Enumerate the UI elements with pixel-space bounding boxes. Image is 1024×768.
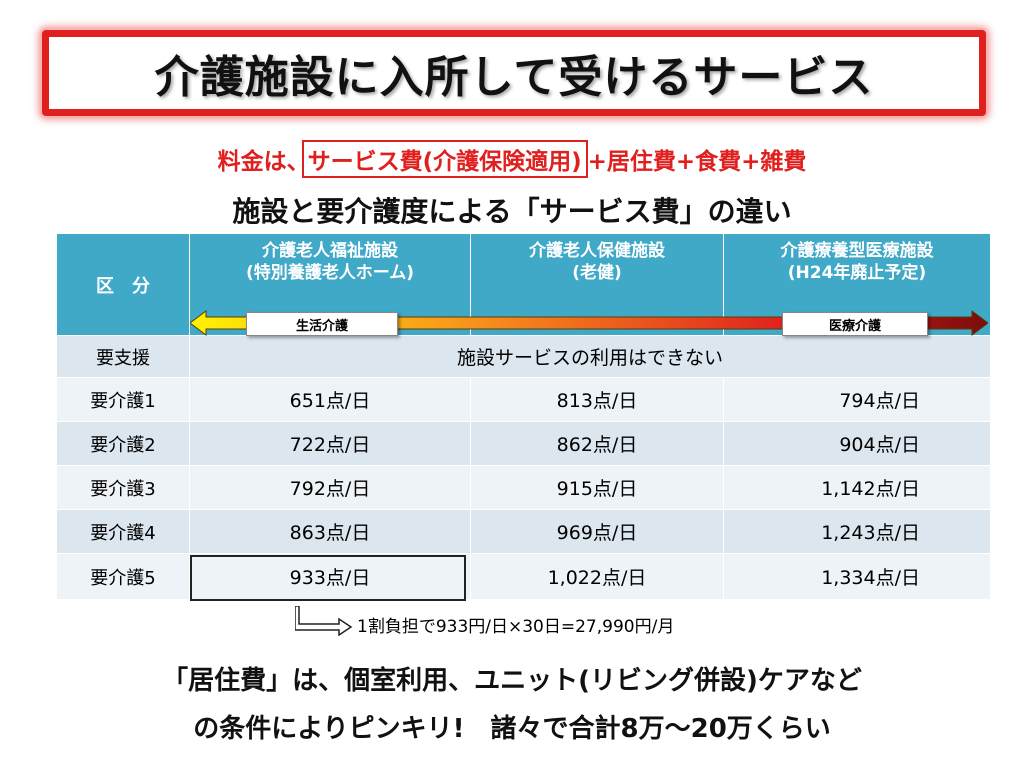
value-cell: 863点/日 [189, 509, 471, 554]
table-row: 要介護4 863点/日 969点/日 1,243点/日 [56, 509, 991, 554]
value-cell: 862点/日 [470, 421, 724, 466]
row-label: 要介護2 [56, 421, 190, 466]
fee-line: 料金は、サービス費(介護保険適用) +居住費+食費+雑費 [0, 140, 1024, 178]
value-cell: 1,334点/日 [723, 553, 991, 600]
row-label: 要介護5 [56, 553, 190, 600]
column-header-line2: (H24年廃止予定) [787, 263, 927, 283]
table-subtitle: 施設と要介護度による「サービス費」の違い [232, 195, 792, 228]
medical-care-label: 医療介護 [782, 312, 928, 336]
value-cell: 1,243点/日 [723, 509, 991, 554]
corner-header: 区 分 [56, 233, 190, 336]
bottom-note-line1: 「居住費」は、個室利用、ユニット(リビング併設)ケアなど [162, 666, 862, 696]
table-row: 要介護3 792点/日 915点/日 1,142点/日 [56, 465, 991, 510]
care-fee-table: 区 分 介護老人福祉施設 (特別養護老人ホーム) 介護老人保健施設 (老健) 介… [56, 233, 991, 600]
bent-arrow-icon [295, 606, 353, 636]
bottom-note-line2: の条件によりピンキリ! 諸々で合計8万～20万くらい [193, 714, 831, 744]
column-header-line1: 介護療養型医療施設 [780, 241, 934, 261]
care-spectrum-arrow: 生活介護 医療介護 [189, 309, 989, 337]
table-row: 要介護5 933点/日 1,022点/日 1,334点/日 [56, 553, 991, 600]
value-cell: 1,142点/日 [723, 465, 991, 510]
fee-prefix: 料金は、 [217, 149, 310, 175]
column-header-line2: (特別養護老人ホーム) [245, 263, 415, 283]
table-row: 要介護1 651点/日 813点/日 794点/日 [56, 377, 991, 422]
fee-service-box: サービス費(介護保険適用) [301, 140, 588, 178]
value-cell: 969点/日 [470, 509, 724, 554]
life-care-label: 生活介護 [246, 312, 398, 336]
value-cell: 1,022点/日 [470, 553, 724, 600]
value-cell: 792点/日 [189, 465, 471, 510]
support-note: 施設サービスの利用はできない [189, 335, 991, 378]
title-banner: 介護施設に入所して受けるサービス [42, 30, 986, 116]
fee-suffix: +居住費+食費+雑費 [587, 149, 807, 175]
table-row: 要介護2 722点/日 862点/日 904点/日 [56, 421, 991, 466]
value-cell: 915点/日 [470, 465, 724, 510]
value-cell: 904点/日 [723, 421, 991, 466]
value-cell: 813点/日 [470, 377, 724, 422]
value-cell: 722点/日 [189, 421, 471, 466]
column-header-line2: (老健) [572, 263, 622, 283]
column-header-line1: 介護老人保健施設 [529, 241, 665, 261]
value-cell: 794点/日 [723, 377, 991, 422]
cost-note: 1割負担で933円/日×30日=27,990円/月 [295, 606, 895, 637]
row-label: 要介護4 [56, 509, 190, 554]
column-header-line1: 介護老人福祉施設 [262, 241, 398, 261]
highlight-box [190, 555, 466, 601]
row-label: 要介護3 [56, 465, 190, 510]
row-label: 要介護1 [56, 377, 190, 422]
value-cell: 651点/日 [189, 377, 471, 422]
page-title: 介護施設に入所して受けるサービス [154, 52, 874, 103]
row-label-support: 要支援 [56, 335, 190, 378]
cost-note-text: 1割負担で933円/日×30日=27,990円/月 [357, 617, 675, 637]
